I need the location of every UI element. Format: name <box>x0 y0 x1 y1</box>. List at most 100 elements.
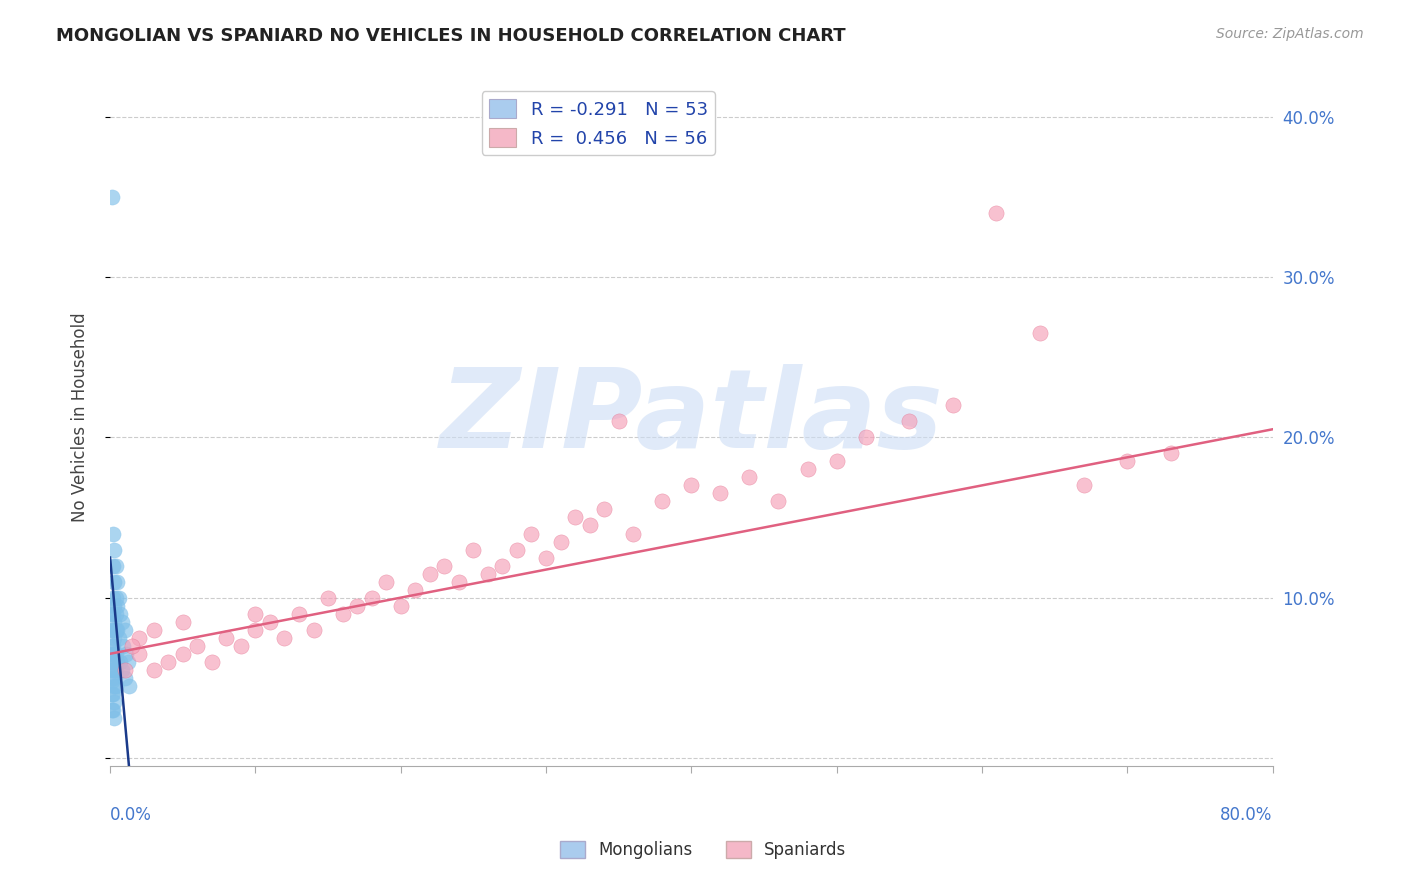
Point <box>128 647 150 661</box>
Point <box>107 591 129 605</box>
Point <box>104 607 127 621</box>
Point <box>360 591 382 605</box>
Point <box>104 558 127 573</box>
Point <box>111 663 134 677</box>
Point <box>101 558 124 573</box>
Point <box>157 655 180 669</box>
Point <box>100 655 122 669</box>
Point <box>104 663 127 677</box>
Point <box>1029 326 1052 340</box>
Point <box>105 574 128 589</box>
Point <box>103 695 125 709</box>
Point <box>215 631 238 645</box>
Point <box>273 631 295 645</box>
Point <box>100 663 122 677</box>
Point <box>332 607 354 621</box>
Point <box>110 607 132 621</box>
Point <box>142 663 165 677</box>
Point <box>104 623 127 637</box>
Point <box>103 631 125 645</box>
Point <box>245 623 267 637</box>
Point <box>128 631 150 645</box>
Point <box>1160 446 1182 460</box>
Point <box>101 591 124 605</box>
Point <box>404 582 426 597</box>
Point <box>103 663 125 677</box>
Point <box>110 655 132 669</box>
Point <box>491 558 513 573</box>
Point <box>100 639 122 653</box>
Point <box>114 663 136 677</box>
Point <box>112 639 135 653</box>
Point <box>825 454 848 468</box>
Point <box>101 671 124 685</box>
Point <box>550 534 572 549</box>
Point <box>520 526 543 541</box>
Legend: R = -0.291   N = 53, R =  0.456   N = 56: R = -0.291 N = 53, R = 0.456 N = 56 <box>482 92 714 154</box>
Point <box>709 486 731 500</box>
Point <box>796 462 818 476</box>
Point <box>101 639 124 653</box>
Point <box>103 647 125 661</box>
Point <box>100 190 122 204</box>
Point <box>201 655 224 669</box>
Text: 0.0%: 0.0% <box>110 806 152 824</box>
Point <box>898 414 921 428</box>
Point <box>105 655 128 669</box>
Point <box>855 430 877 444</box>
Point <box>302 623 325 637</box>
Point <box>463 542 485 557</box>
Point <box>100 607 122 621</box>
Point <box>117 655 139 669</box>
Point <box>534 550 557 565</box>
Point <box>104 591 127 605</box>
Point <box>375 574 398 589</box>
Point <box>621 526 644 541</box>
Point <box>101 623 124 637</box>
Point <box>1073 478 1095 492</box>
Text: ZIPatlas: ZIPatlas <box>440 364 943 471</box>
Point <box>316 591 339 605</box>
Point <box>105 623 128 637</box>
Point <box>447 574 470 589</box>
Point <box>114 671 136 685</box>
Point <box>103 615 125 629</box>
Point <box>115 647 138 661</box>
Point <box>578 518 600 533</box>
Point <box>114 623 136 637</box>
Y-axis label: No Vehicles in Household: No Vehicles in Household <box>72 312 89 522</box>
Point <box>346 599 368 613</box>
Point <box>101 655 124 669</box>
Point <box>986 206 1008 220</box>
Point <box>100 687 122 701</box>
Point <box>389 599 412 613</box>
Point <box>564 510 586 524</box>
Point <box>186 639 208 653</box>
Point <box>477 566 499 581</box>
Point <box>172 615 194 629</box>
Point <box>419 566 441 581</box>
Point <box>104 647 127 661</box>
Point <box>103 599 125 613</box>
Point <box>288 607 311 621</box>
Text: MONGOLIAN VS SPANIARD NO VEHICLES IN HOUSEHOLD CORRELATION CHART: MONGOLIAN VS SPANIARD NO VEHICLES IN HOU… <box>56 27 846 45</box>
Point <box>593 502 616 516</box>
Text: Source: ZipAtlas.com: Source: ZipAtlas.com <box>1216 27 1364 41</box>
Point <box>103 574 125 589</box>
Point <box>942 398 965 412</box>
Point <box>100 673 122 688</box>
Point <box>121 639 143 653</box>
Point <box>104 679 127 693</box>
Point <box>103 711 125 725</box>
Point <box>681 478 703 492</box>
Point <box>433 558 456 573</box>
Point <box>1116 454 1139 468</box>
Point <box>103 542 125 557</box>
Legend: Mongolians, Spaniards: Mongolians, Spaniards <box>553 834 853 866</box>
Point <box>105 599 128 613</box>
Point <box>101 526 124 541</box>
Point <box>607 414 630 428</box>
Point <box>651 494 673 508</box>
Point <box>103 679 125 693</box>
Point <box>738 470 761 484</box>
